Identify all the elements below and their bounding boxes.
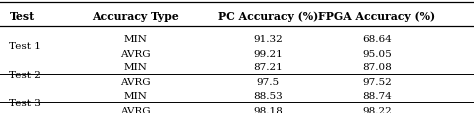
Text: 98.22: 98.22 bbox=[362, 106, 392, 113]
Text: AVRG: AVRG bbox=[120, 49, 150, 58]
Text: 97.5: 97.5 bbox=[256, 78, 279, 86]
Text: 95.05: 95.05 bbox=[362, 49, 392, 58]
Text: Test 3: Test 3 bbox=[9, 98, 41, 107]
Text: MIN: MIN bbox=[123, 35, 147, 43]
Text: Test 1: Test 1 bbox=[9, 42, 41, 51]
Text: 99.21: 99.21 bbox=[253, 49, 283, 58]
Text: Test 2: Test 2 bbox=[9, 70, 41, 79]
Text: 87.08: 87.08 bbox=[362, 63, 392, 72]
Text: 68.64: 68.64 bbox=[362, 35, 392, 43]
Text: 98.18: 98.18 bbox=[253, 106, 283, 113]
Text: 88.53: 88.53 bbox=[253, 91, 283, 100]
Text: FPGA Accuracy (%): FPGA Accuracy (%) bbox=[318, 11, 436, 22]
Text: 97.52: 97.52 bbox=[362, 78, 392, 86]
Text: AVRG: AVRG bbox=[120, 106, 150, 113]
Text: Test: Test bbox=[9, 11, 35, 22]
Text: MIN: MIN bbox=[123, 63, 147, 72]
Text: 91.32: 91.32 bbox=[253, 35, 283, 43]
Text: 88.74: 88.74 bbox=[362, 91, 392, 100]
Text: MIN: MIN bbox=[123, 91, 147, 100]
Text: Accuracy Type: Accuracy Type bbox=[91, 11, 179, 22]
Text: PC Accuracy (%): PC Accuracy (%) bbox=[218, 11, 318, 22]
Text: AVRG: AVRG bbox=[120, 78, 150, 86]
Text: 87.21: 87.21 bbox=[253, 63, 283, 72]
